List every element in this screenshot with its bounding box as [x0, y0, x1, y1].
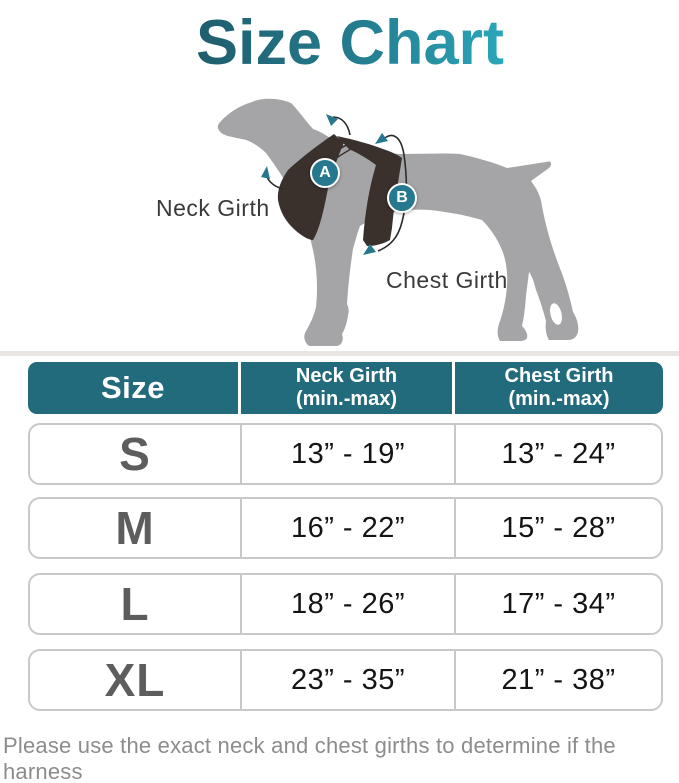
footer-note: Please use the exact neck and chest girt…	[3, 733, 679, 783]
neck-range: 13” - 19”	[290, 437, 406, 470]
table-row-l: L 18” - 26” 17” - 34”	[28, 573, 663, 635]
header-cell-size: Size	[28, 362, 238, 414]
badge-a-letter: A	[319, 164, 331, 181]
size-value: M	[115, 502, 155, 554]
neck-girth-arrowhead-left-icon	[261, 166, 270, 179]
neck-girth-arrowhead-top-icon	[326, 114, 338, 126]
badge-a: A	[310, 158, 340, 188]
header-chest-line2: (min.-max)	[508, 388, 610, 410]
table-row-s: S 13” - 19” 13” - 24”	[28, 423, 663, 485]
footer-line-1: Please use the exact neck and chest girt…	[3, 733, 616, 783]
size-table-header: Size Neck Girth (min.-max) Chest Girth (…	[28, 362, 663, 414]
dog-illustration-svg	[0, 98, 679, 356]
neck-girth-arrow-arc-top	[332, 116, 351, 136]
neck-range: 23” - 35”	[290, 663, 406, 696]
page-title-svg: Size Chart	[196, 8, 504, 78]
badge-b-letter: B	[396, 189, 408, 206]
chest-range: 15” - 28”	[501, 511, 616, 544]
table-row-m: M 16” - 22” 15” - 28”	[28, 497, 663, 559]
neck-range: 16” - 22”	[290, 511, 406, 544]
chest-girth-arrowhead-top-icon	[375, 133, 388, 144]
ground-stripe	[0, 351, 679, 356]
rear-leg-notch	[550, 303, 562, 325]
dog-silhouette	[217, 98, 579, 347]
size-value: S	[119, 428, 151, 480]
neck-range: 18” - 26”	[290, 587, 406, 620]
badge-b: B	[387, 183, 417, 213]
header-cell-chest: Chest Girth (min.-max)	[452, 362, 663, 414]
size-table: Size Neck Girth (min.-max) Chest Girth (…	[28, 362, 663, 711]
header-size-label: Size	[100, 370, 166, 405]
header-neck-line2: (min.-max)	[295, 388, 398, 410]
header-chest-line1: Chest Girth	[504, 365, 614, 387]
chest-range: 13” - 24”	[501, 437, 616, 470]
chest-range: 17” - 34”	[501, 587, 616, 620]
table-row-xl: XL 23” - 35” 21” - 38”	[28, 649, 663, 711]
chest-range: 21” - 38”	[501, 663, 616, 696]
size-value: XL	[104, 654, 166, 706]
size-value: L	[120, 578, 150, 630]
neck-girth-label: Neck Girth	[156, 195, 270, 221]
chest-girth-arrowhead-bottom-icon	[363, 244, 376, 255]
harness-girth-strap	[337, 136, 402, 246]
header-neck-line1: Neck Girth	[295, 365, 398, 387]
dog-harness-illustration: A B Neck Girth Chest Girth	[0, 88, 679, 358]
page-title: Size Chart	[196, 8, 504, 78]
chest-girth-label: Chest Girth	[386, 267, 508, 293]
header-cell-neck: Neck Girth (min.-max)	[238, 362, 452, 414]
